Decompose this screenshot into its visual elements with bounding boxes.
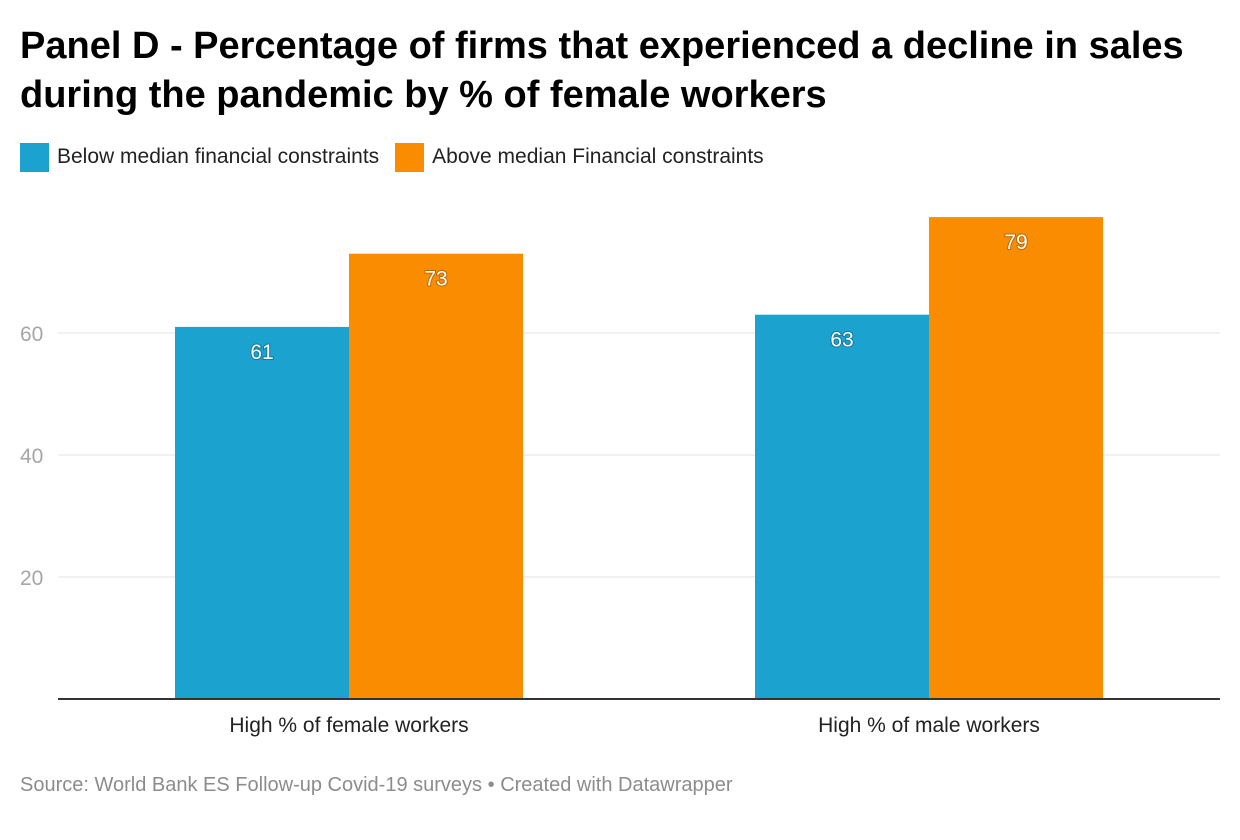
source-text: Source: World Bank ES Follow-up Covid-19…: [20, 774, 483, 796]
y-tick-label-60: 60: [20, 323, 43, 346]
source-note: Source: World Bank ES Follow-up Covid-19…: [20, 774, 733, 797]
credit-text: Created with Datawrapper: [500, 774, 733, 796]
y-tick-label-20: 20: [20, 567, 43, 590]
data-label-above-median-financial-constraints-high-of-female-workers: 73: [424, 268, 447, 291]
x-tick-label-high-of-male-workers: High % of male workers: [818, 714, 1040, 737]
legend-swatch-below-median: [20, 142, 49, 172]
data-label-below-median-financial-constraints-high-of-male-workers: 63: [830, 329, 853, 352]
legend-item-above-median: Above median Financial constraints: [395, 142, 764, 172]
chart-title: Panel D - Percentage of firms that exper…: [20, 25, 1184, 116]
x-tick-label-high-of-female-workers: High % of female workers: [229, 714, 468, 737]
bar-above-median-financial-constraints-high-of-female-workers: [349, 253, 523, 699]
separator-dot: •: [487, 774, 495, 796]
y-tick-label-40: 40: [20, 445, 43, 468]
legend: Below median financial constraints Above…: [20, 142, 780, 172]
legend-item-below-median: Below median financial constraints: [20, 142, 380, 172]
data-label-above-median-financial-constraints-high-of-male-workers: 79: [1004, 231, 1027, 254]
legend-label-above-median: Above median Financial constraints: [432, 145, 764, 168]
legend-label-below-median: Below median financial constraints: [57, 145, 380, 168]
data-label-below-median-financial-constraints-high-of-female-workers: 61: [250, 341, 273, 364]
bar-above-median-financial-constraints-high-of-male-workers: [929, 217, 1103, 699]
legend-swatch-above-median: [395, 142, 425, 172]
bar-below-median-financial-constraints-high-of-female-workers: [175, 326, 349, 699]
bar-chart: 20 40 60 61 73 High % of female workers 63 79 Hi…: [20, 217, 1220, 737]
bar-below-median-financial-constraints-high-of-male-workers: [755, 314, 929, 699]
